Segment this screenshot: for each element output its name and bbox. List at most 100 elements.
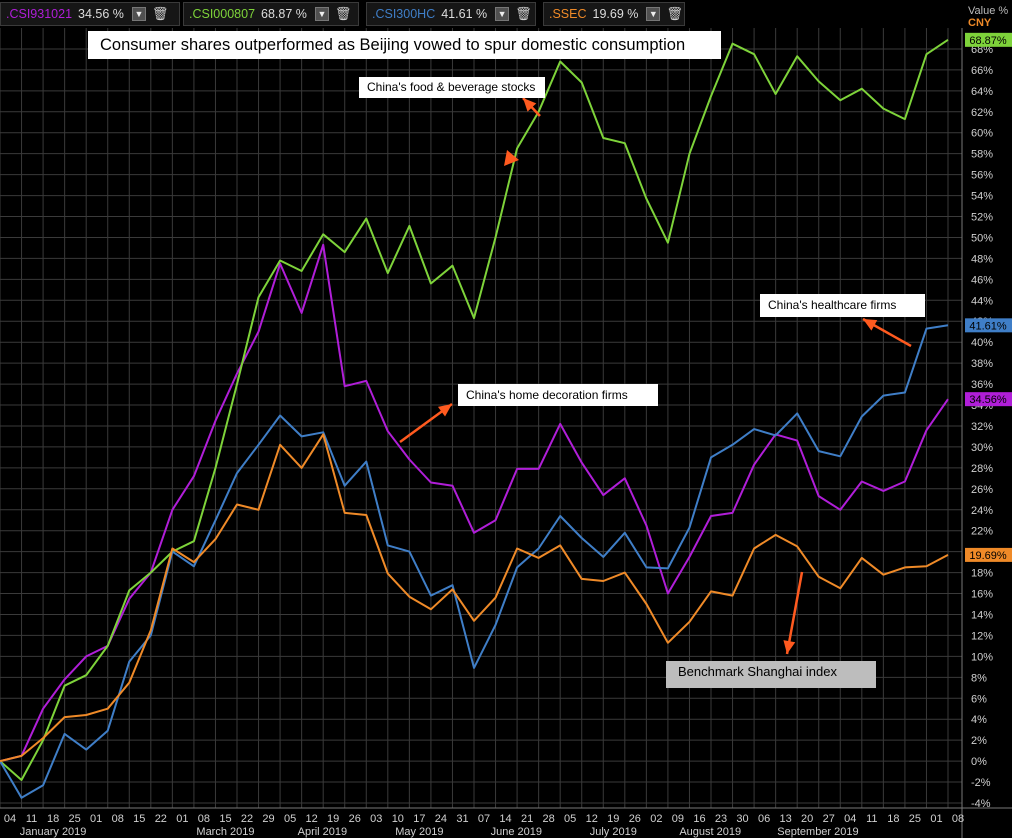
y-tick-label: 48% bbox=[971, 253, 993, 265]
last-value-label: 34.56% bbox=[969, 394, 1007, 406]
legend-ric: .CSI000807 bbox=[189, 7, 256, 21]
x-tick-label: 12 bbox=[586, 813, 598, 825]
x-month-label: August 2019 bbox=[679, 826, 741, 838]
y-tick-label: -4% bbox=[971, 798, 991, 810]
arrow-head bbox=[437, 404, 452, 417]
trash-icon[interactable]: 🗑 bbox=[666, 6, 683, 21]
y-tick-label: 24% bbox=[971, 505, 993, 517]
x-tick-label: 08 bbox=[198, 813, 210, 825]
y-tick-label: 26% bbox=[971, 484, 993, 496]
x-tick-label: 22 bbox=[155, 813, 167, 825]
last-value-labels: 34.56% 68.87% 41.61% 19.69% bbox=[965, 32, 1012, 562]
x-tick-label: 03 bbox=[370, 813, 382, 825]
y-tick-label: 14% bbox=[971, 609, 993, 621]
last-value-label: 19.69% bbox=[969, 550, 1007, 562]
y-tick-label: 68% bbox=[971, 44, 993, 56]
x-tick-label: 23 bbox=[715, 813, 727, 825]
trash-icon[interactable]: 🗑 bbox=[515, 6, 532, 21]
x-tick-label: 01 bbox=[90, 813, 102, 825]
legend-item-csi000807[interactable]: .CSI000807 68.87 % ▼ 🗑 bbox=[183, 2, 359, 26]
x-tick-label: 01 bbox=[176, 813, 188, 825]
y-tick-label: 6% bbox=[971, 693, 987, 705]
x-month-label: September 2019 bbox=[777, 826, 858, 838]
axis-currency: CNY bbox=[968, 17, 992, 29]
x-tick-label: 04 bbox=[844, 813, 856, 825]
y-tick-label: 2% bbox=[971, 735, 987, 747]
x-tick-label: 01 bbox=[930, 813, 942, 825]
chevron-down-icon[interactable]: ▼ bbox=[646, 7, 661, 21]
y-tick-label: 16% bbox=[971, 589, 993, 601]
y-tick-label: 52% bbox=[971, 212, 993, 224]
x-month-label: June 2019 bbox=[491, 826, 542, 838]
last-value-label: 41.61% bbox=[969, 320, 1007, 332]
trash-icon[interactable]: 🗑 bbox=[151, 6, 169, 21]
x-month-label: January 2019 bbox=[20, 826, 87, 838]
legend-ric: .CSI931021 bbox=[6, 7, 73, 21]
x-tick-label: 11 bbox=[26, 813, 37, 825]
legend-value: 68.87 % bbox=[261, 7, 307, 21]
y-tick-label: 50% bbox=[971, 232, 993, 244]
annotation-home: China's home decoration firms bbox=[458, 384, 658, 406]
grid-lines bbox=[0, 28, 962, 808]
legend-item-csi300hc[interactable]: .CSI300HC 41.61 % ▼ 🗑 bbox=[366, 2, 536, 26]
x-tick-label: 22 bbox=[241, 813, 253, 825]
annotation-health: China's healthcare firms bbox=[760, 294, 925, 317]
x-tick-label: 17 bbox=[413, 813, 425, 825]
chevron-down-icon[interactable]: ▼ bbox=[131, 7, 146, 21]
x-tick-label: 18 bbox=[47, 813, 59, 825]
legend-item-csi931021[interactable]: .CSI931021 34.56 % ▼ 🗑 bbox=[0, 2, 180, 26]
series-line-csi931021 bbox=[0, 243, 949, 763]
chart-title: Consumer shares outperformed as Beijing … bbox=[88, 31, 721, 59]
arrow-head bbox=[863, 319, 878, 331]
x-month-label: April 2019 bbox=[298, 826, 348, 838]
x-tick-label: 08 bbox=[952, 813, 964, 825]
y-tick-label: 54% bbox=[971, 191, 993, 203]
y-tick-label: 56% bbox=[971, 170, 993, 182]
y-tick-label: 18% bbox=[971, 568, 993, 580]
legend-value: 41.61 % bbox=[441, 7, 488, 21]
x-tick-label: 15 bbox=[133, 813, 145, 825]
y-tick-label: 58% bbox=[971, 149, 993, 161]
annotation-arrows bbox=[399, 97, 912, 655]
x-tick-label: 05 bbox=[284, 813, 296, 825]
x-tick-label: 15 bbox=[219, 813, 231, 825]
y-tick-label: 8% bbox=[971, 672, 987, 684]
series-lines bbox=[0, 38, 949, 799]
x-tick-label: 24 bbox=[435, 813, 447, 825]
chevron-down-icon[interactable]: ▼ bbox=[314, 7, 329, 21]
x-axis: 04 11 18 25 01 08 15 22 01 08 15 22 29 05 12 19 26 03 10 17… bbox=[0, 807, 1012, 838]
arrow-shaft bbox=[785, 571, 804, 655]
trash-icon[interactable]: 🗑 bbox=[334, 6, 352, 21]
legend-ric: .SSEC bbox=[549, 7, 587, 21]
x-tick-label: 30 bbox=[736, 813, 748, 825]
x-tick-label: 25 bbox=[69, 813, 81, 825]
x-tick-label: 19 bbox=[327, 813, 339, 825]
x-tick-label: 11 bbox=[866, 813, 877, 825]
x-tick-label: 25 bbox=[909, 813, 921, 825]
x-tick-label: 04 bbox=[4, 813, 16, 825]
last-value-badge bbox=[965, 547, 1012, 562]
y-tick-label: 38% bbox=[971, 358, 993, 370]
x-tick-label: 13 bbox=[780, 813, 792, 825]
legend-value: 34.56 % bbox=[78, 7, 124, 21]
arrow-head bbox=[523, 98, 537, 112]
y-tick-label: 10% bbox=[971, 651, 993, 663]
axis-unit: Value % bbox=[968, 5, 1009, 17]
y-tick-label: 36% bbox=[971, 379, 993, 391]
y-tick-label: 64% bbox=[971, 86, 993, 98]
y-tick-label: 30% bbox=[971, 442, 993, 454]
x-month-label: May 2019 bbox=[395, 826, 443, 838]
series-line-ssec bbox=[0, 433, 949, 763]
legend-item-ssec[interactable]: .SSEC 19.69 % ▼ 🗑 bbox=[543, 2, 685, 26]
y-tick-label: 22% bbox=[971, 526, 993, 538]
x-month-label: March 2019 bbox=[196, 826, 254, 838]
legend-ric: .CSI300HC bbox=[372, 7, 436, 21]
x-tick-label: 20 bbox=[801, 813, 813, 825]
y-tick-label: 28% bbox=[971, 463, 993, 475]
chevron-down-icon[interactable]: ▼ bbox=[495, 7, 510, 21]
x-tick-label: 09 bbox=[672, 813, 684, 825]
series-line-csi300hc bbox=[0, 324, 949, 799]
arrow-head bbox=[783, 640, 796, 654]
x-tick-label: 26 bbox=[629, 813, 641, 825]
x-tick-label: 21 bbox=[521, 813, 533, 825]
